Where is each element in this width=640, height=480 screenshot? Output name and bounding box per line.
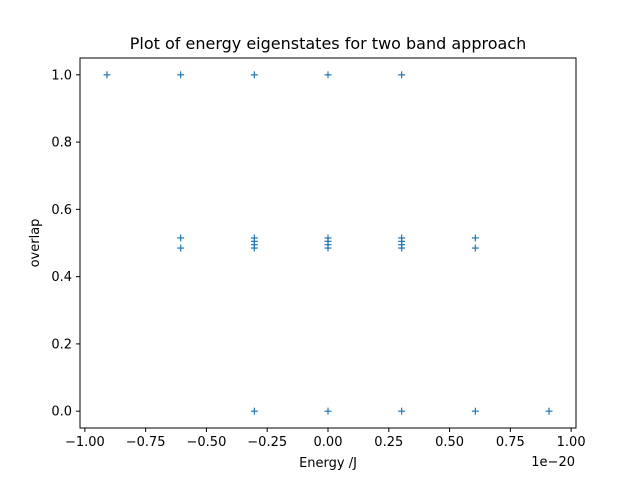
- x-tick-label: −0.25: [247, 435, 287, 450]
- y-axis-label: overlap: [28, 219, 43, 268]
- data-point: [177, 71, 185, 79]
- data-point: [398, 407, 406, 415]
- x-axis-offset-label: 1e−20: [531, 455, 575, 470]
- data-point: [177, 234, 185, 242]
- x-axis-label: Energy /J: [299, 456, 357, 471]
- x-tick-label: 0.25: [374, 435, 403, 450]
- y-tick-label: 0.4: [51, 270, 72, 285]
- data-point: [324, 407, 332, 415]
- data-point: [398, 244, 406, 252]
- data-point: [471, 234, 479, 242]
- data-point: [471, 407, 479, 415]
- y-tick-label: 0.8: [51, 136, 72, 151]
- data-point: [177, 244, 185, 252]
- y-tick-label: 1.0: [51, 68, 72, 83]
- data-point: [250, 407, 258, 415]
- x-tick-label: 0.75: [496, 435, 525, 450]
- x-tick-label: −0.50: [187, 435, 227, 450]
- x-tick-label: 0.00: [314, 435, 343, 450]
- y-tick-label: 0.2: [51, 337, 72, 352]
- y-tick-label: 0.0: [51, 405, 72, 420]
- data-point: [545, 407, 553, 415]
- x-tick-label: −0.75: [126, 435, 166, 450]
- data-point: [324, 71, 332, 79]
- data-point: [324, 244, 332, 252]
- x-tick-label: −1.00: [65, 435, 105, 450]
- x-tick-label: 0.50: [435, 435, 464, 450]
- plot-area: [103, 71, 553, 415]
- y-tick-label: 0.6: [51, 203, 72, 218]
- data-point: [471, 244, 479, 252]
- y-axis: 0.0 0.2 0.4 0.6 0.8 1.0: [51, 68, 80, 420]
- chart-title: Plot of energy eigenstates for two band …: [130, 34, 527, 53]
- x-tick-label: 1.00: [557, 435, 586, 450]
- data-point: [250, 244, 258, 252]
- data-point: [103, 71, 111, 79]
- data-point: [398, 71, 406, 79]
- x-axis: −1.00 −0.75 −0.50 −0.25 0.00 0.25 0.50 0.75 1.00: [65, 428, 586, 450]
- data-point: [250, 71, 258, 79]
